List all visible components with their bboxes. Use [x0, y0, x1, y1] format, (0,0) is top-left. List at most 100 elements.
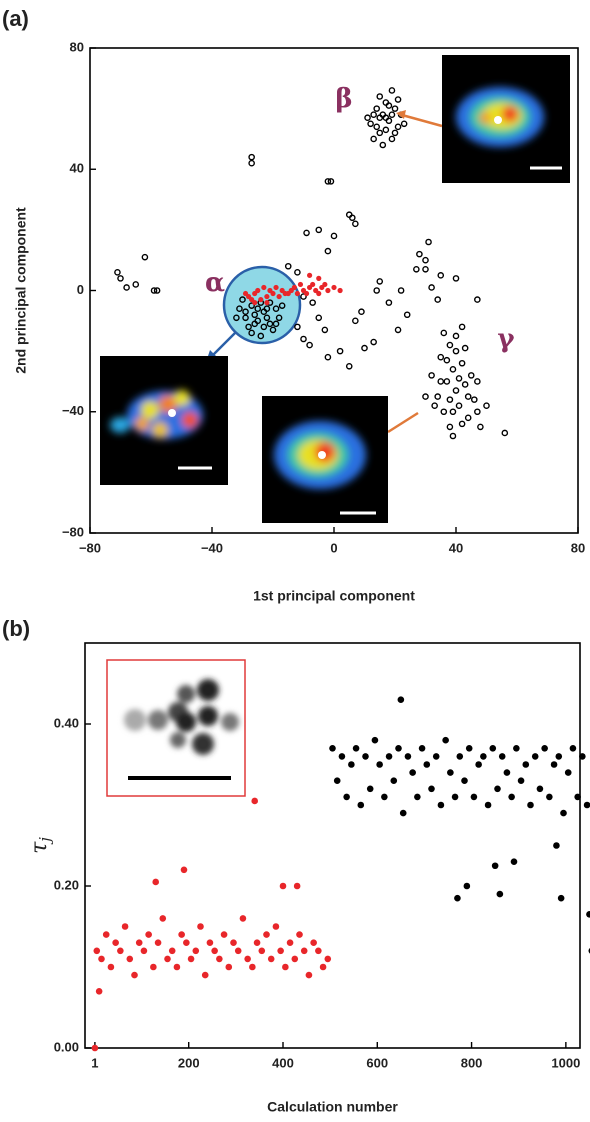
x-tick-label: −40	[201, 540, 223, 555]
data-point	[343, 794, 350, 801]
data-point	[155, 939, 162, 946]
panel-label: (a)	[2, 6, 29, 31]
data-point	[386, 300, 391, 305]
data-point	[159, 915, 166, 922]
data-point	[461, 777, 468, 784]
data-point	[353, 221, 358, 226]
data-point	[301, 336, 306, 341]
data-point	[381, 794, 388, 801]
data-point	[359, 309, 364, 314]
data-point	[277, 948, 284, 955]
data-point	[432, 403, 437, 408]
data-point	[441, 409, 446, 414]
data-point	[307, 342, 312, 347]
data-point	[502, 430, 507, 435]
data-point	[316, 227, 321, 232]
data-point	[280, 883, 287, 890]
y-tick-label: 0	[77, 282, 84, 297]
data-point	[306, 972, 313, 979]
data-point	[456, 403, 461, 408]
data-point	[145, 931, 152, 938]
data-point	[331, 233, 336, 238]
data-point	[251, 798, 258, 805]
x-tick-label: 200	[178, 1055, 200, 1070]
data-point	[395, 97, 400, 102]
data-point	[254, 939, 261, 946]
data-point	[277, 294, 282, 299]
data-point	[310, 939, 317, 946]
data-point	[374, 124, 379, 129]
data-point	[295, 291, 300, 296]
data-point	[118, 276, 123, 281]
data-point	[249, 964, 256, 971]
data-point	[93, 948, 100, 955]
data-point	[456, 376, 461, 381]
data-point	[353, 318, 358, 323]
data-point	[235, 948, 242, 955]
data-point	[438, 273, 443, 278]
x-tick-label: 400	[272, 1055, 294, 1070]
y-tick-label: 0.40	[54, 715, 79, 730]
data-point	[295, 270, 300, 275]
data-point	[453, 276, 458, 281]
data-point	[389, 112, 394, 117]
data-point	[398, 696, 405, 703]
data-point	[414, 794, 421, 801]
data-point	[377, 279, 382, 284]
data-point	[395, 124, 400, 129]
data-point	[304, 230, 309, 235]
data-point	[423, 394, 428, 399]
data-point	[124, 285, 129, 290]
data-point	[371, 136, 376, 141]
data-point	[376, 761, 383, 768]
data-point	[389, 136, 394, 141]
data-point	[258, 297, 263, 302]
data-point	[244, 956, 251, 963]
data-point	[438, 802, 445, 809]
data-point	[463, 382, 468, 387]
data-point	[551, 761, 558, 768]
data-point	[414, 267, 419, 272]
data-point	[400, 810, 407, 817]
data-point	[108, 964, 115, 971]
data-point	[131, 972, 138, 979]
data-point	[338, 288, 343, 293]
data-point	[553, 842, 560, 849]
data-point	[339, 753, 346, 760]
data-point	[367, 786, 374, 793]
data-point	[565, 769, 572, 776]
data-point	[423, 761, 430, 768]
data-point	[178, 931, 185, 938]
data-point	[216, 956, 223, 963]
arrow	[212, 332, 236, 356]
data-point	[409, 769, 416, 776]
annotation: α	[205, 268, 225, 298]
data-point	[494, 786, 501, 793]
data-point	[252, 300, 257, 305]
data-point	[475, 409, 480, 414]
data-point	[374, 106, 379, 111]
data-point	[365, 115, 370, 120]
data-point	[230, 939, 237, 946]
data-point	[466, 745, 473, 752]
data-point	[255, 288, 260, 293]
arrow	[402, 115, 442, 126]
data-point	[395, 745, 402, 752]
data-point	[267, 288, 272, 293]
data-point	[450, 367, 455, 372]
data-point	[316, 291, 321, 296]
data-point	[392, 106, 397, 111]
data-point	[429, 285, 434, 290]
data-point	[460, 361, 465, 366]
data-point	[546, 794, 553, 801]
data-point	[152, 879, 159, 886]
data-point	[560, 810, 567, 817]
data-point	[347, 364, 352, 369]
data-point	[264, 300, 269, 305]
data-point	[282, 964, 289, 971]
data-point	[325, 355, 330, 360]
data-point	[141, 948, 148, 955]
data-point	[380, 142, 385, 147]
data-point	[466, 394, 471, 399]
y-tick-label: 0.00	[54, 1039, 79, 1054]
